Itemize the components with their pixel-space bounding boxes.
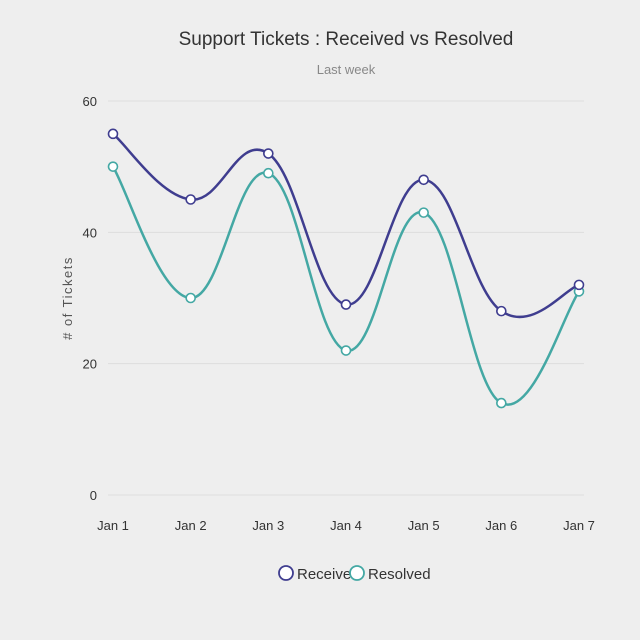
data-point-received[interactable] (340, 299, 352, 310)
data-point-received[interactable] (263, 148, 274, 159)
legend: Received Resolved (278, 565, 431, 583)
x-tick-label: Jan 2 (175, 518, 207, 533)
data-point-received[interactable] (573, 279, 585, 291)
legend-marker-resolved (349, 565, 365, 581)
x-tick-label: Jan 1 (97, 518, 129, 533)
x-tick-labels: Jan 1 Jan 2 Jan 3 Jan 4 Jan 5 Jan 6 Jan 7 (97, 518, 595, 533)
y-tick-label: 20 (83, 357, 97, 372)
legend-marker-received (278, 565, 294, 581)
series-received (107, 128, 585, 319)
data-point-resolved[interactable] (496, 397, 507, 409)
series-layer (107, 128, 585, 409)
data-point-resolved[interactable] (107, 161, 119, 172)
legend-item-resolved[interactable]: Resolved (349, 565, 431, 583)
data-point-resolved[interactable] (340, 345, 352, 356)
data-point-received[interactable] (107, 128, 119, 140)
chart-subtitle: Last week (317, 62, 376, 77)
data-point-received[interactable] (418, 174, 429, 186)
y-tick-labels: 0 20 40 60 (83, 94, 97, 503)
x-tick-label: Jan 3 (252, 518, 284, 533)
legend-item-received[interactable]: Received (278, 565, 360, 583)
x-tick-label: Jan 7 (563, 518, 595, 533)
chart-title: Support Tickets : Received vs Resolved (179, 29, 514, 50)
data-point-resolved[interactable] (418, 207, 429, 218)
grid-layer (108, 100, 584, 496)
series-line-resolved (111, 166, 581, 406)
y-tick-label: 40 (83, 225, 97, 240)
y-tick-label: 0 (90, 488, 97, 503)
legend-label-resolved: Resolved (368, 566, 431, 583)
x-tick-label: Jan 4 (330, 518, 362, 533)
data-point-received[interactable] (496, 305, 507, 317)
x-tick-label: Jan 6 (485, 518, 517, 533)
legend-label-received: Received (297, 566, 360, 583)
x-tick-label: Jan 5 (408, 518, 440, 533)
data-point-resolved[interactable] (263, 167, 274, 179)
data-point-resolved[interactable] (185, 292, 196, 304)
series-resolved (107, 161, 585, 409)
data-point-received[interactable] (185, 194, 196, 205)
series-line-received (112, 132, 580, 319)
y-axis-title: # of Tickets (60, 256, 75, 340)
y-tick-label: 60 (83, 94, 97, 109)
